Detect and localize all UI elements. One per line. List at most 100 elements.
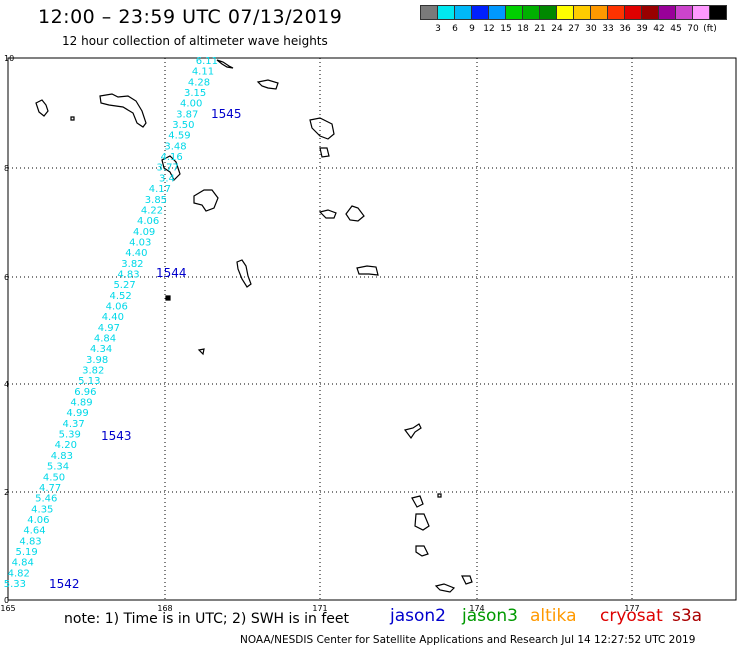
note-text: note: 1) Time is in UTC; 2) SWH is in fe… [64,611,350,627]
wave-height-label: 3.77 [157,163,179,174]
island [403,423,422,440]
wave-height-label: 3.87 [176,109,198,120]
legend-label: (ft) [703,24,717,34]
island [216,59,234,69]
wave-height-label: 5.27 [113,280,135,291]
wave-height-label: 6.96 [74,387,96,398]
wave-height-label: 5.34 [47,462,69,473]
wave-height-label: 3.82 [121,259,143,270]
wave-height-label: 3.15 [184,88,206,99]
y-tick-label: 4 [4,380,9,389]
wave-height-label: 4.37 [63,419,85,430]
wave-height-label: 4.83 [117,269,139,280]
legend-label: 15 [500,24,512,34]
legend-label: 9 [469,24,475,34]
satellite-label-altika: altika [530,606,577,626]
wave-height-label: 4.17 [149,184,171,195]
island [256,79,279,90]
wave-height-label: 3.98 [86,355,108,366]
legend-label: 18 [517,24,529,34]
island [461,575,473,585]
legend-label: 6 [452,24,458,34]
island [318,209,337,219]
wave-height-label: 4.52 [110,291,132,302]
satellite-legend: jason2 jason3 altika cryosat s3a [0,606,740,630]
wave-height-label: 3.50 [172,120,194,131]
wave-height-label: 4.83 [51,451,73,462]
x-tick-label: 171 [312,604,327,613]
satellite-label-jason3: jason3 [462,606,518,626]
island [319,147,330,158]
island [437,493,442,498]
wave-height-label: 5.33 [4,579,26,590]
wave-height-label: 6.11 [196,56,218,67]
wave-height-label: 4.03 [129,237,151,248]
island [165,295,171,301]
legend-label: 3 [435,24,441,34]
island [356,265,379,276]
wave-height-label: 4.06 [137,216,159,227]
wave-height-label: 4.64 [23,526,45,537]
wave-height-label: 4.89 [70,398,92,409]
axis-tick-labels: 165 168 171 174 177 0 2 4 6 8 10 [0,54,639,613]
wave-height-label: 3.85 [145,195,167,206]
plot-frame [7,57,737,601]
y-tick-label: 6 [4,273,9,282]
legend-label: 36 [619,24,631,34]
wave-height-label: 3.82 [82,366,104,377]
wave-height-label: 5.19 [15,547,37,558]
island [236,259,252,288]
credit-line: NOAA/NESDIS Center for Satellite Applica… [240,634,696,646]
y-tick-label: 10 [4,54,14,63]
map-grid [7,57,737,601]
legend-label: 42 [653,24,665,34]
x-tick-label: 174 [469,604,484,613]
wave-height-label: 4.00 [180,99,202,110]
wave-height-label: 4.40 [125,248,147,259]
island [197,348,205,356]
wave-height-label: 5.39 [59,430,81,441]
x-tick-label: 165 [0,604,15,613]
wave-height-label: 4.06 [106,301,128,312]
legend-label: 70 [687,24,699,34]
island [345,205,365,222]
map-title: 12:00 – 23:59 UTC 07/13/2019 [38,6,343,28]
wave-height-label: 4.99 [66,408,88,419]
wave-height-label: 4.28 [188,77,210,88]
altimeter-track: 6.114.114.283.154.003.873.504.593.484.16… [4,56,218,590]
satellite-label-s3a: s3a [672,606,703,626]
y-tick-label: 0 [4,596,9,605]
wave-height-label: 4.35 [31,504,53,515]
wave-height-label: 4.06 [27,515,49,526]
y-tick-label: 2 [4,488,9,497]
legend-label: 33 [602,24,614,34]
pass-labels: 1545 1544 1543 1542 [49,107,242,591]
island [434,583,456,593]
wave-height-label: 4.84 [94,334,116,345]
island [415,545,429,557]
wave-height-label: 4.20 [55,440,77,451]
island [161,155,181,182]
legend-swatch [709,5,727,20]
legend-label: 21 [534,24,546,34]
island [411,495,424,508]
legend-label: 45 [670,24,682,34]
x-tick-label: 177 [624,604,639,613]
islands [35,59,473,593]
island [414,513,430,531]
wave-height-label: 5.13 [78,376,100,387]
wave-height-label: 4.97 [98,323,120,334]
satellite-label-jason2: jason2 [390,606,446,626]
wave-height-label: 3.48 [164,141,186,152]
island [70,116,75,121]
pass-number-label: 1542 [49,577,80,591]
pass-number-label: 1544 [156,266,187,280]
wave-height-label: 4.82 [8,568,30,579]
wave-height-label: 5.46 [35,494,57,505]
island [99,93,147,128]
wave-height-label: 4.22 [141,205,163,216]
legend-label: 39 [636,24,648,34]
wave-height-label: 4.83 [19,536,41,547]
x-tick-label: 168 [157,604,172,613]
